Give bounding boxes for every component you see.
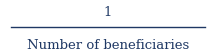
Text: Number of beneficiaries: Number of beneficiaries [27, 39, 189, 52]
Text: 1: 1 [104, 6, 112, 19]
